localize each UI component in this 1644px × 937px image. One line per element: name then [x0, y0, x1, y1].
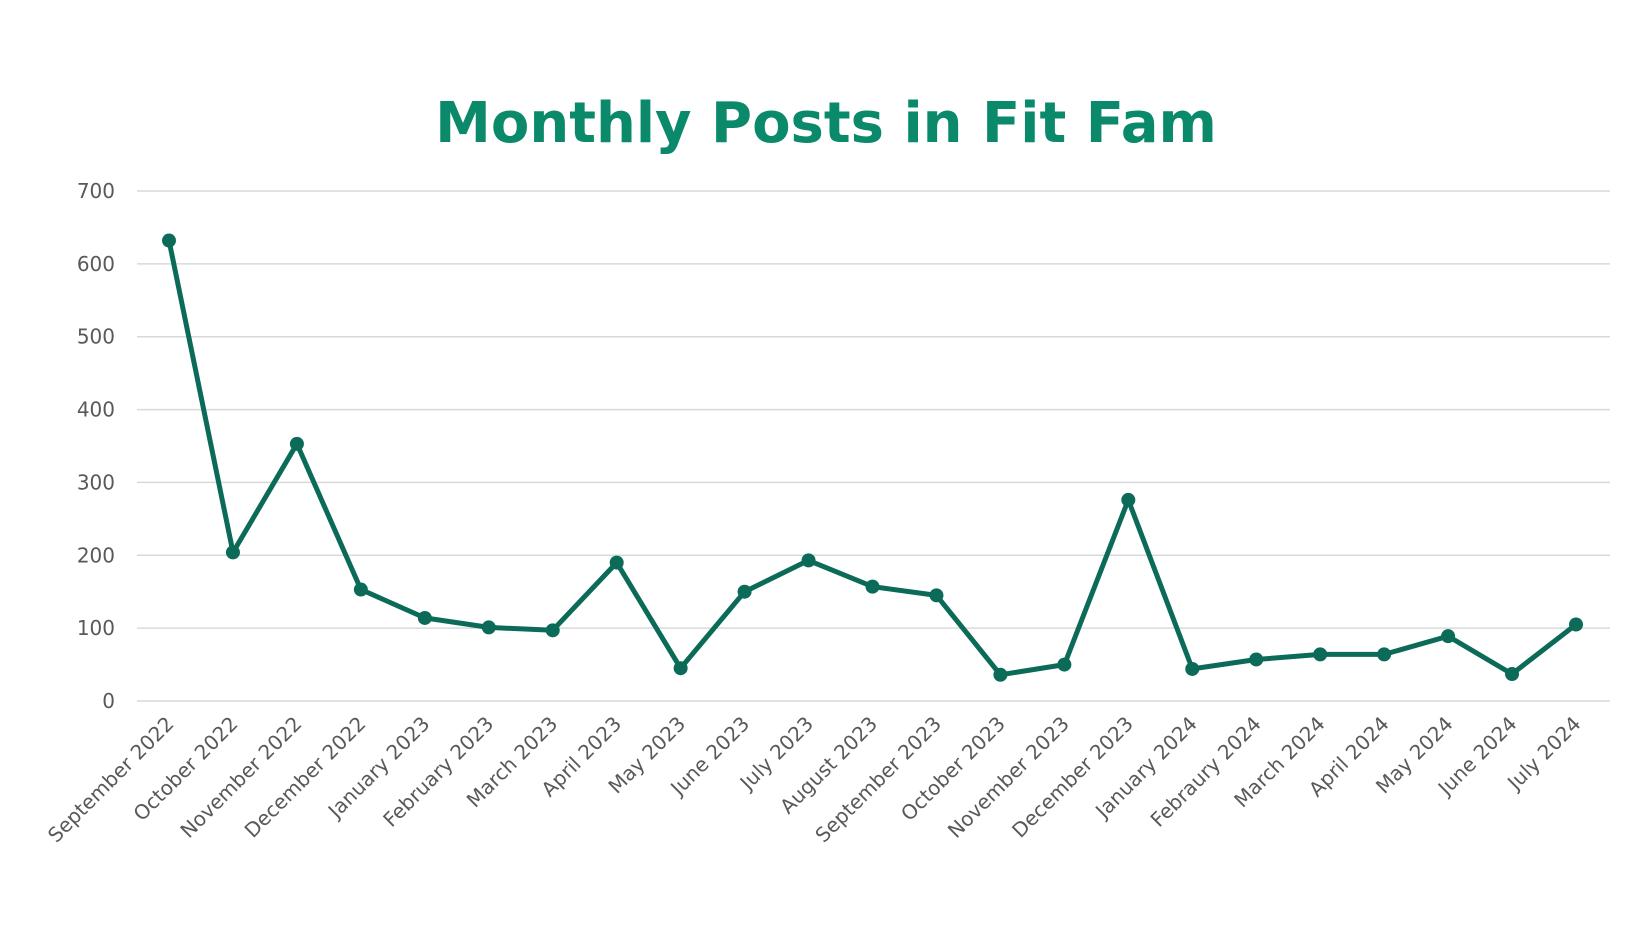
data-point — [1249, 652, 1264, 667]
x-tick-label: February 2023 — [378, 712, 498, 832]
data-point — [609, 555, 624, 570]
y-tick-label: 600 — [77, 252, 115, 276]
data-point — [225, 545, 240, 560]
data-point — [1121, 492, 1136, 507]
y-tick-label: 0 — [102, 689, 115, 713]
y-tick-label: 400 — [77, 398, 115, 422]
data-point — [1505, 667, 1520, 682]
data-point — [481, 620, 496, 635]
data-point — [1377, 647, 1392, 662]
data-point — [1313, 647, 1328, 662]
y-tick-label: 300 — [77, 470, 115, 494]
data-point — [673, 661, 688, 676]
series-line — [166, 238, 1579, 678]
data-point — [1569, 617, 1583, 632]
data-point — [289, 436, 304, 451]
y-tick-label: 100 — [77, 616, 115, 640]
chart-title: Monthly Posts in Fit Fam — [435, 91, 1217, 156]
data-point — [417, 610, 432, 625]
data-point — [801, 553, 816, 568]
data-point — [737, 584, 752, 599]
y-tick-label: 500 — [77, 325, 115, 349]
series-line-group — [162, 233, 1583, 682]
data-point — [162, 233, 176, 248]
data-point — [929, 588, 944, 603]
data-point — [353, 582, 368, 597]
y-tick-label: 200 — [77, 543, 115, 567]
data-point — [1185, 661, 1200, 676]
y-tick-label: 700 — [77, 179, 115, 203]
data-point — [993, 667, 1008, 682]
data-point — [1057, 657, 1072, 672]
y-axis: 0 100 200 300 400 500 600 700 — [77, 179, 115, 713]
data-point — [865, 579, 880, 594]
data-point — [545, 623, 560, 638]
x-tick-label: Febraury 2024 — [1146, 712, 1266, 832]
grid-lines — [137, 190, 1610, 702]
data-point — [1441, 629, 1456, 644]
